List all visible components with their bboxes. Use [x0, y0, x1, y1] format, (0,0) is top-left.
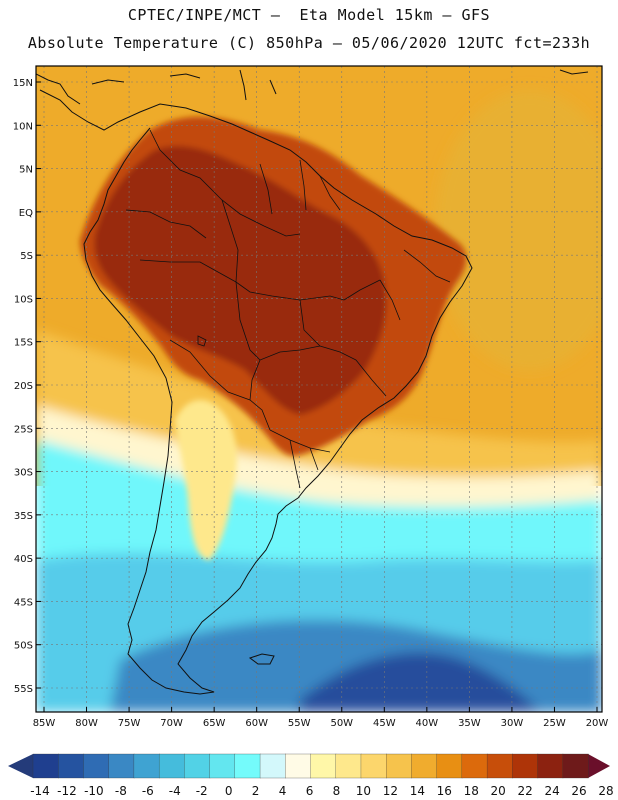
- colorbar-label: 22: [518, 784, 533, 798]
- longitude-label: 30W: [501, 718, 524, 729]
- colorbar-label: 16: [437, 784, 452, 798]
- colorbar-swatch: [436, 753, 463, 779]
- colorbar-label: 24: [544, 784, 559, 798]
- central-america-coast: [36, 69, 589, 105]
- colorbar-label: 12: [383, 784, 398, 798]
- colorbar-label: 28: [598, 784, 613, 798]
- longitude-label: 60W: [245, 718, 268, 729]
- colorbar-swatch: [537, 753, 564, 779]
- longitude-label: 80W: [75, 718, 98, 729]
- latitude-label: EQ: [19, 208, 33, 219]
- lake-titicaca: [197, 335, 207, 347]
- latitude-label: 45S: [14, 597, 33, 608]
- coastline: [39, 89, 473, 695]
- colorbar-label: 20: [491, 784, 506, 798]
- latitude-label: 20S: [14, 381, 33, 392]
- colorbar-label: -10: [84, 784, 104, 798]
- latitude-label: 50S: [14, 641, 33, 652]
- colorbar-swatch: [259, 753, 286, 779]
- colorbar-swatch: [184, 753, 211, 779]
- longitude-label: 20W: [586, 718, 609, 729]
- longitude-label: 65W: [203, 718, 226, 729]
- latitude-label: 15N: [13, 78, 33, 89]
- colorbar-label: 2: [252, 784, 260, 798]
- longitude-label: 25W: [543, 718, 566, 729]
- longitude-label: 85W: [33, 718, 56, 729]
- map-title: CPTEC/INPE/MCT – Eta Model 15km – GFS: [127, 6, 491, 24]
- colorbar-label: 6: [306, 784, 314, 798]
- colorbar-label: -8: [115, 784, 127, 798]
- country-borders: [125, 129, 451, 489]
- latitude-label: 15S: [14, 338, 33, 349]
- colorbar-label: 4: [279, 784, 287, 798]
- colorbar-label: 10: [356, 784, 371, 798]
- colorbar-label: 14: [410, 784, 425, 798]
- latitude-label: 10N: [13, 121, 33, 132]
- coldest-core: [300, 652, 540, 712]
- map-frame: [35, 65, 603, 713]
- colorbar-label: -12: [57, 784, 77, 798]
- latitude-label: 30S: [14, 468, 33, 479]
- longitude-label: 75W: [118, 718, 141, 729]
- colorbar-label: -2: [196, 784, 208, 798]
- longitude-label: 40W: [416, 718, 439, 729]
- continent-hot-core: [94, 145, 387, 416]
- colorbar-label: 18: [464, 784, 479, 798]
- colorbar-swatch: [285, 753, 312, 779]
- latitude-label: 40S: [14, 554, 33, 565]
- latitude-label: 10S: [14, 294, 33, 305]
- latitude-label: 35S: [14, 511, 33, 522]
- longitude-label: 45W: [373, 718, 396, 729]
- colorbar: -14 -12 -10 -8 -6 -4 -2 0 2 4 6 8 10 12 14 16 18 20 22 24 26…: [8, 753, 614, 798]
- latitude-labels: 15N 10N 5N EQ 5S 10S 15S 20S 25S 30S 35S 40S 45S 50S 5…: [13, 78, 41, 695]
- temperature-field: [36, 66, 602, 712]
- colorbar-swatch: [32, 753, 59, 779]
- colorbar-swatch: [461, 753, 488, 779]
- longitude-label: 70W: [160, 718, 183, 729]
- colorbar-swatch: [411, 753, 438, 779]
- colorbar-swatch: [335, 753, 362, 779]
- longitude-label: 50W: [330, 718, 353, 729]
- colorbar-swatch: [133, 753, 160, 779]
- latitude-label: 5N: [19, 165, 33, 176]
- colorbar-swatch: [360, 753, 387, 779]
- longitude-label: 35W: [458, 718, 481, 729]
- map-subtitle: Absolute Temperature (C) 850hPa – 05/06/…: [27, 34, 591, 52]
- longitude-labels: 85W 80W 75W 70W 65W 60W 55W 50W 45W 40W 35W 30W 25W 2…: [33, 707, 609, 729]
- colorbar-label: -4: [169, 784, 181, 798]
- colorbar-label: -14: [30, 784, 50, 798]
- colorbar-swatch: [486, 753, 513, 779]
- colorbar-label: 26: [571, 784, 586, 798]
- colorbar-swatch: [108, 753, 135, 779]
- colorbar-swatch: [58, 753, 85, 779]
- longitude-label: 55W: [288, 718, 311, 729]
- colorbar-label: -6: [142, 784, 154, 798]
- colorbar-swatch: [562, 753, 589, 779]
- latitude-label: 55S: [14, 684, 33, 695]
- colorbar-label: 0: [225, 784, 233, 798]
- colorbar-swatch: [386, 753, 413, 779]
- warm-atlantic-patch: [435, 90, 602, 370]
- latitude-label: 25S: [14, 424, 33, 435]
- colorbar-right-arrow: [588, 754, 610, 778]
- colorbar-swatch: [158, 753, 186, 779]
- colorbar-swatch: [310, 753, 337, 779]
- falkland-islands: [248, 653, 275, 665]
- colorbar-swatch: [209, 753, 236, 779]
- colorbar-swatch: [83, 753, 110, 779]
- colorbar-label: 8: [333, 784, 341, 798]
- graticule: [36, 66, 602, 712]
- colorbar-swatch: [512, 753, 539, 779]
- andes-mild-strip: [175, 400, 237, 560]
- latitude-label: 5S: [20, 251, 33, 262]
- colorbar-left-arrow: [8, 754, 33, 778]
- colorbar-swatch: [234, 753, 261, 779]
